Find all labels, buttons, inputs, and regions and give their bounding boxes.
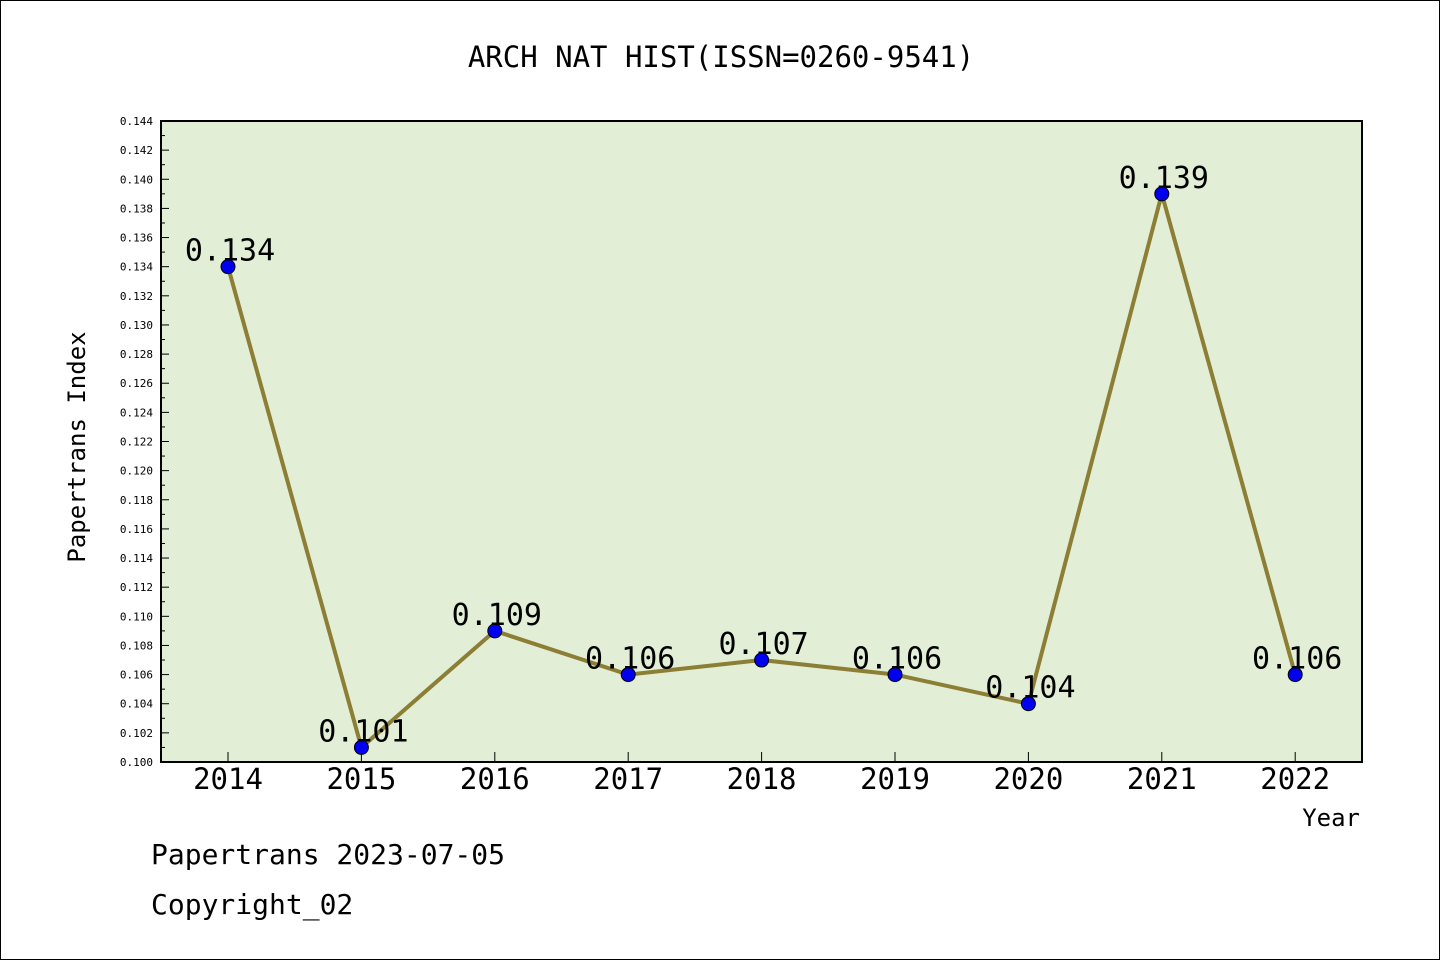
data-point [620,667,636,683]
data-point [487,623,503,639]
x-tick-label: 2021 [1127,762,1197,796]
y-tick-label: 0.126 [120,377,153,390]
chart-title: ARCH NAT HIST(ISSN=0260-9541) [468,40,974,74]
x-tick-label: 2015 [326,762,396,796]
data-label: 0.139 [1119,161,1209,196]
y-tick-label: 0.118 [120,494,153,507]
x-axis: 2014 2015 2016 2017 2018 2019 2020 2021 2022 [193,752,1330,796]
y-tick-label: 0.142 [120,144,153,157]
x-tick-label: 2016 [460,762,530,796]
x-tick-label: 2018 [727,762,797,796]
x-tick-label: 2017 [593,762,663,796]
data-point [1154,186,1170,202]
y-tick-label: 0.110 [120,610,153,623]
data-label: 0.101 [318,714,408,749]
y-tick-label: 0.122 [120,436,153,449]
x-tick-label: 2022 [1260,762,1330,796]
data-label: 0.106 [852,642,942,677]
y-tick-label: 0.102 [120,727,153,740]
y-tick-label: 0.132 [120,290,153,303]
x-tick-label: 2014 [193,762,263,796]
y-tick-label: 0.144 [120,115,153,128]
data-point [220,259,236,275]
y-tick-label: 0.114 [120,552,153,565]
data-label: 0.109 [452,598,542,633]
data-point [1287,667,1303,683]
y-tick-label: 0.124 [120,406,153,419]
data-label: 0.104 [985,671,1075,706]
y-axis-title: Papertrans Index [63,331,91,562]
x-axis-title: Year [1302,804,1360,832]
data-point [887,667,903,683]
y-tick-label: 0.116 [120,523,153,536]
data-point [1020,696,1036,712]
data-point [754,652,770,668]
data-labels-group: 0.134 0.101 0.109 0.106 0.107 0.106 0.104 0.139… [185,161,1343,750]
y-tick-label: 0.128 [120,348,153,361]
data-label: 0.134 [185,234,275,269]
y-tick-label: 0.104 [120,698,153,711]
y-tick-label: 0.120 [120,465,153,478]
y-tick-label: 0.138 [120,202,153,215]
markers-group [220,186,1303,755]
x-tick-label: 2020 [993,762,1063,796]
y-tick-label: 0.106 [120,669,153,682]
data-label: 0.106 [585,642,675,677]
y-tick-label: 0.136 [120,232,153,245]
data-label: 0.106 [1252,642,1342,677]
y-tick-label: 0.112 [120,581,153,594]
y-tick-label: 0.130 [120,319,153,332]
y-tick-label: 0.134 [120,261,153,274]
data-point [353,739,369,755]
y-tick-label: 0.108 [120,639,153,652]
y-tick-label: 0.100 [120,756,153,769]
y-axis: 0.100 0.102 0.104 0.106 0.108 0.110 0.112 0.114… [120,115,169,769]
footer-copyright: Copyright_02 [151,888,353,922]
footer-date: Papertrans 2023-07-05 [151,838,505,871]
y-tick-label: 0.140 [120,173,153,186]
x-tick-label: 2019 [860,762,930,796]
data-label: 0.107 [718,627,808,662]
